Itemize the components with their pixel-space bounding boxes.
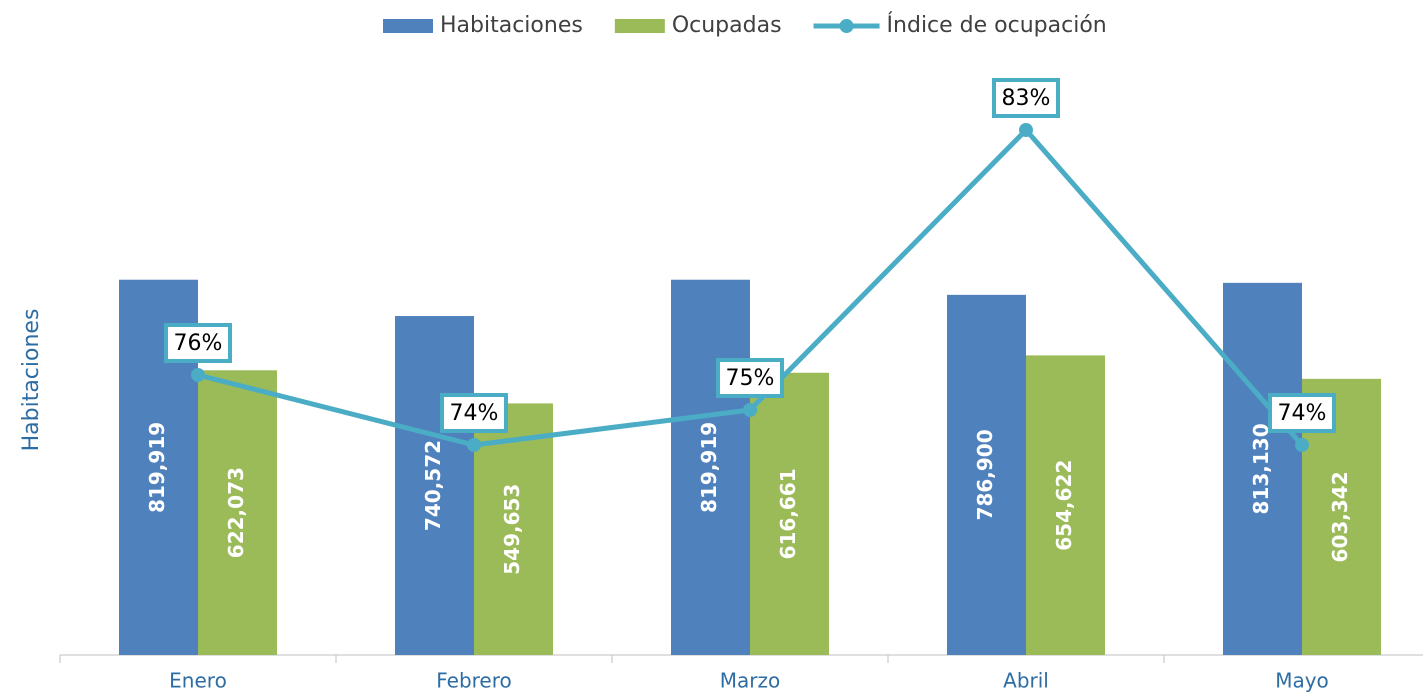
x-tick-label: Mayo [1275, 669, 1329, 693]
line-point [467, 438, 481, 452]
point-label-box [440, 393, 508, 433]
x-tick-label: Abril [1003, 669, 1049, 693]
legend-swatch [614, 19, 665, 33]
bar-value-label: 549,653 [500, 484, 524, 575]
line-point [743, 403, 757, 417]
point-label-box [1268, 393, 1336, 433]
legend-swatch [383, 19, 433, 33]
point-label: 74% [1278, 401, 1327, 426]
point-label: 83% [1002, 86, 1051, 111]
legend-label: Ocupadas [672, 13, 782, 38]
bar-value-label: 654,622 [1052, 460, 1076, 551]
bar [198, 370, 277, 655]
point-label: 74% [450, 401, 499, 426]
bar-value-label: 813,130 [1249, 423, 1273, 514]
bar-value-label: 740,572 [421, 440, 445, 531]
point-label-box [164, 323, 232, 363]
point-label-box [992, 78, 1060, 118]
bar-value-label: 786,900 [973, 429, 997, 520]
bar [1223, 282, 1302, 655]
legend-label: Índice de ocupación [887, 12, 1107, 38]
legend-label: Habitaciones [440, 13, 583, 38]
bar-value-label: 622,073 [224, 467, 248, 558]
bar-value-label: 616,661 [776, 468, 800, 559]
bar-value-label: 819,919 [145, 422, 169, 513]
bar-value-label: 819,919 [697, 422, 721, 513]
bar [671, 279, 750, 655]
line-point [1295, 438, 1309, 452]
bar-value-label: 603,342 [1328, 471, 1352, 562]
bar [750, 372, 829, 655]
x-tick-label: Marzo [720, 669, 780, 693]
bar [947, 294, 1026, 655]
legend-swatch [839, 19, 854, 33]
x-tick-label: Febrero [436, 669, 512, 693]
line-point [191, 368, 205, 382]
y-axis-label: Habitaciones [19, 309, 44, 452]
line-point [1019, 123, 1033, 137]
point-label-box [716, 358, 784, 398]
bar [395, 316, 474, 655]
point-label: 75% [726, 366, 775, 391]
point-label: 76% [174, 331, 223, 356]
bar [1026, 355, 1105, 655]
x-tick-label: Enero [169, 669, 227, 693]
